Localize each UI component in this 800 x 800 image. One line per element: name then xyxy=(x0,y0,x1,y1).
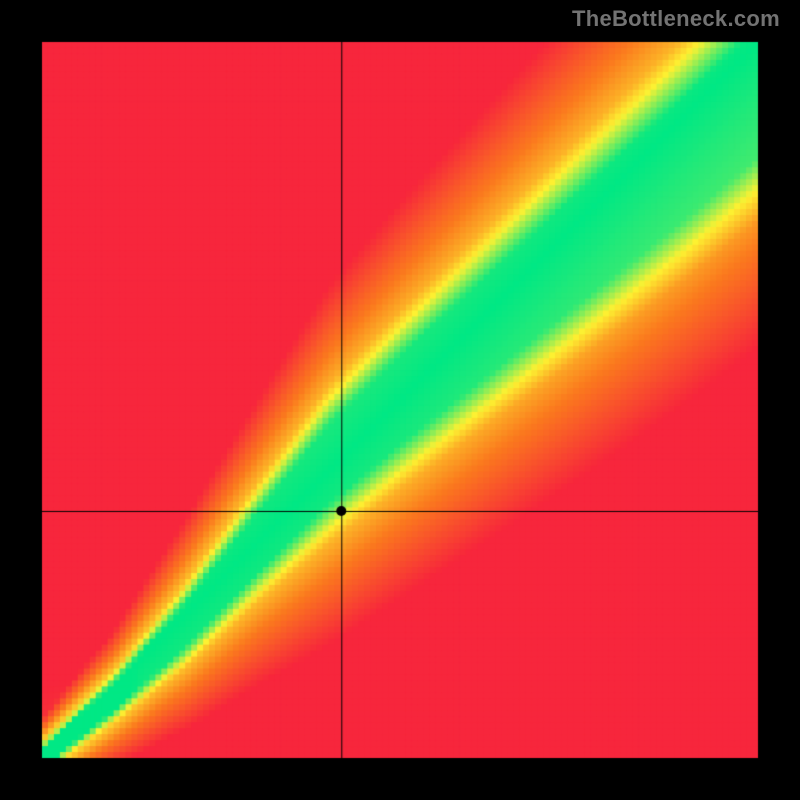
watermark-text: TheBottleneck.com xyxy=(572,6,780,32)
bottleneck-heatmap xyxy=(0,0,800,800)
